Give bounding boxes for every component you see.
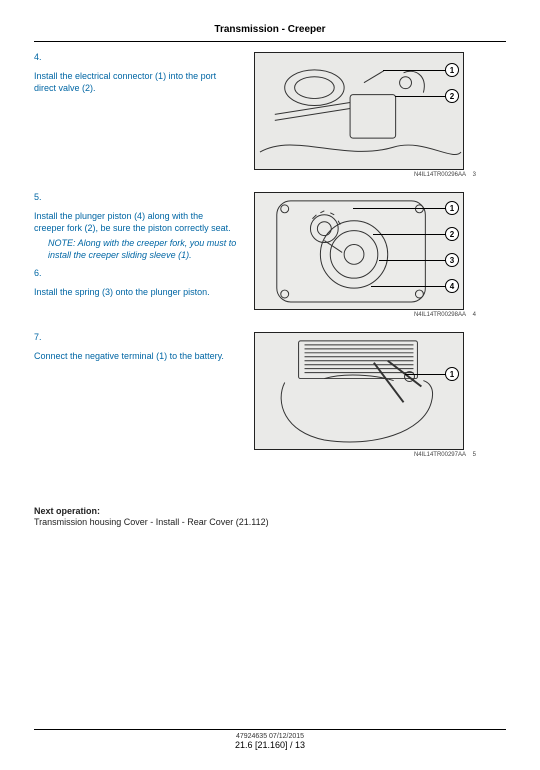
callout-1: 1 — [445, 63, 459, 77]
step-text: Install the spring (3) onto the plunger … — [34, 286, 234, 298]
caption-code: N4IL14TR00297AA — [414, 452, 466, 458]
callout-lead — [395, 96, 447, 97]
footer-docid: 47924635 07/12/2015 — [0, 733, 540, 740]
mech-drawing-icon — [255, 193, 463, 310]
step-row: 7. Connect the negative terminal (1) to … — [34, 332, 506, 458]
caption-seq: 4 — [473, 312, 476, 318]
footer-pagenum: 21.6 [21.160] / 13 — [0, 740, 540, 750]
footer-rule — [34, 729, 506, 730]
step-text-col: 5. Install the plunger piston (4) along … — [34, 192, 254, 304]
step-text: Install the electrical connector (1) int… — [34, 70, 234, 94]
mech-drawing-icon — [255, 333, 463, 450]
callout-4: 4 — [445, 279, 459, 293]
step-number: 5. — [34, 192, 48, 202]
step-text: Connect the negative terminal (1) to the… — [34, 350, 234, 362]
caption-code: N4IL14TR00298AA — [414, 312, 466, 318]
caption-seq: 5 — [473, 452, 476, 458]
figure: 1 2 3 4 — [254, 192, 464, 310]
callout-3: 3 — [445, 253, 459, 267]
step-number: 4. — [34, 52, 48, 62]
figure-caption: N4IL14TR00298AA 4 — [254, 312, 476, 318]
callout-lead — [371, 286, 447, 287]
step-row: 4. Install the electrical connector (1) … — [34, 52, 506, 178]
callout-2: 2 — [445, 89, 459, 103]
step-text-col: 4. Install the electrical connector (1) … — [34, 52, 254, 94]
callout-1: 1 — [445, 367, 459, 381]
caption-code: N4IL14TR00296AA — [414, 172, 466, 178]
step-note: NOTE: Along with the creeper fork, you m… — [48, 237, 246, 261]
step-number: 7. — [34, 332, 48, 342]
figure-caption: N4IL14TR00296AA 3 — [254, 172, 476, 178]
figure-col: 1 2 3 4 N4IL14TR00298AA 4 — [254, 192, 484, 318]
page-footer: 47924635 07/12/2015 21.6 [21.160] / 13 — [0, 729, 540, 750]
callout-1: 1 — [445, 201, 459, 215]
next-op-label: Next operation: — [34, 506, 506, 516]
figure: 1 2 — [254, 52, 464, 170]
step-text: Install the plunger piston (4) along wit… — [34, 210, 234, 234]
figure-col: 1 2 N4IL14TR00296AA 3 — [254, 52, 484, 178]
figure-col: 1 N4IL14TR00297AA 5 — [254, 332, 484, 458]
callout-lead — [373, 234, 447, 235]
caption-seq: 3 — [473, 172, 476, 178]
step-row: 5. Install the plunger piston (4) along … — [34, 192, 506, 318]
step-text-col: 7. Connect the negative terminal (1) to … — [34, 332, 254, 368]
step-number: 6. — [34, 268, 48, 278]
callout-2: 2 — [445, 227, 459, 241]
header-rule — [34, 41, 506, 42]
figure-caption: N4IL14TR00297AA 5 — [254, 452, 476, 458]
next-op-text: Transmission housing Cover - Install - R… — [34, 517, 506, 527]
callout-lead — [405, 374, 447, 375]
callout-lead — [353, 208, 447, 209]
callout-lead — [379, 260, 447, 261]
figure: 1 — [254, 332, 464, 450]
callout-lead — [383, 70, 447, 71]
page-header-title: Transmission - Creeper — [34, 24, 506, 35]
